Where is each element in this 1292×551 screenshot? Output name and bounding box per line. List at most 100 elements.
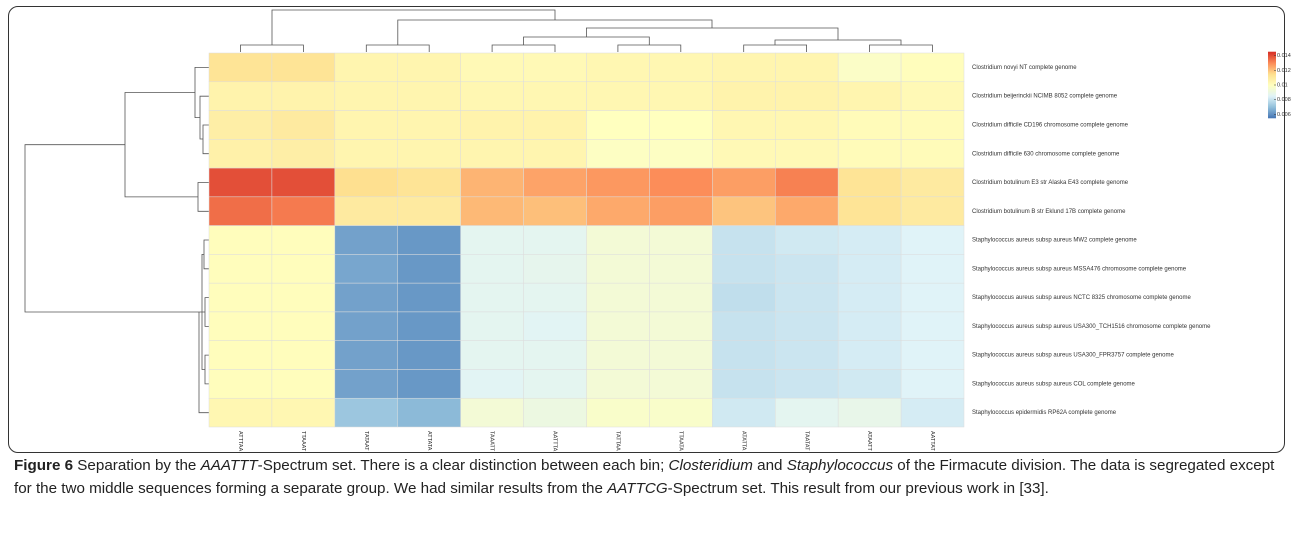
heatmap-cell — [208, 340, 273, 370]
heatmap-cell — [586, 397, 650, 428]
color-bar-step — [1268, 111, 1276, 113]
heatmap-cell — [775, 340, 839, 370]
heatmap-cell — [900, 282, 965, 313]
caption-text: -Spectrum set. This result from our prev… — [667, 480, 1049, 497]
heatmap-cell — [712, 254, 776, 284]
color-bar-step — [1268, 51, 1276, 54]
color-bar-step — [1268, 61, 1276, 64]
heatmap-cell — [712, 110, 776, 140]
heatmap-cell — [775, 397, 839, 428]
caption-label: Figure 6 — [14, 457, 74, 474]
heatmap-cell — [586, 254, 650, 284]
heatmap-cell — [271, 81, 336, 111]
heatmap-cell — [271, 254, 336, 284]
heatmap-cell — [334, 52, 399, 83]
heatmap-cell — [271, 282, 336, 313]
heatmap-cell — [208, 369, 273, 399]
color-bar-step — [1268, 68, 1276, 70]
heatmap-cell — [523, 52, 587, 83]
heatmap-cell — [460, 196, 524, 226]
heatmap-cell — [649, 196, 713, 226]
caption-text: and — [752, 457, 787, 474]
heatmap-cell — [900, 110, 965, 140]
caption-italic: AATTCG — [607, 480, 668, 497]
color-bar-step — [1268, 78, 1276, 80]
heatmap-cell — [649, 167, 713, 198]
caption-text: -Spectrum set. There is a clear distinct… — [257, 457, 669, 474]
heatmap-cell — [271, 340, 336, 370]
color-bar-step — [1268, 100, 1276, 102]
heatmap-cell — [334, 311, 399, 341]
heatmap-cell — [208, 397, 273, 428]
heatmap-cell — [649, 340, 713, 370]
heatmap-cell — [334, 282, 399, 313]
heatmap-cell — [334, 196, 399, 226]
heatmap-cell — [900, 254, 965, 284]
heatmap-cell — [586, 282, 650, 313]
heatmap-cell — [900, 225, 965, 255]
heatmap-cell — [775, 225, 839, 255]
heatmap-cell — [900, 52, 965, 83]
color-bar-step — [1268, 64, 1276, 67]
heatmap-cell — [586, 311, 650, 341]
heatmap-cell — [900, 340, 965, 370]
heatmap-cell — [837, 225, 902, 255]
heatmap-cell — [523, 139, 587, 169]
row-label: Staphylococcus aureus subsp aureus COL c… — [972, 381, 1136, 387]
heatmap-cell — [334, 81, 399, 111]
color-bar-step — [1268, 93, 1276, 96]
color-bar-step — [1268, 85, 1276, 88]
heatmap-cell — [837, 110, 902, 140]
heatmap-cell — [586, 139, 650, 169]
heatmap-cell — [712, 311, 776, 341]
heatmap-cell — [586, 340, 650, 370]
heatmap-cell — [712, 167, 776, 198]
color-bar-step — [1268, 73, 1276, 76]
heatmap-cell — [775, 369, 839, 399]
column-label: ATATTA — [740, 431, 746, 451]
row-label: Clostridium novyi NT complete genome — [972, 65, 1077, 71]
color-bar-step — [1268, 66, 1276, 68]
color-bar-step — [1268, 112, 1276, 114]
heatmap-cell — [208, 225, 273, 255]
heatmap-cell — [271, 311, 336, 341]
color-bar-step — [1268, 70, 1276, 73]
row-label: Clostridium difficile 630 chromosome com… — [972, 151, 1120, 157]
heatmap-cell — [837, 397, 902, 428]
heatmap-cell — [271, 225, 336, 255]
color-bar-step — [1268, 79, 1276, 81]
color-bar-step — [1268, 99, 1276, 101]
heatmap-cell — [334, 225, 399, 255]
heatmap-cell — [900, 311, 965, 341]
color-bar-step — [1268, 106, 1276, 109]
column-label: TATTAA — [615, 431, 621, 451]
heatmap-cell — [649, 254, 713, 284]
color-bar-step — [1268, 102, 1276, 104]
heatmap-cell — [208, 311, 273, 341]
color-bar-step — [1268, 113, 1276, 115]
color-bar-step — [1268, 103, 1276, 106]
heatmap-cell — [775, 311, 839, 341]
color-bar-step — [1268, 77, 1276, 79]
heatmap-cell — [837, 311, 902, 341]
heatmap-cell — [649, 81, 713, 111]
color-bar-step — [1268, 55, 1276, 57]
column-label: ATTATA — [426, 431, 432, 451]
heatmap-cell — [397, 81, 461, 111]
heatmap-cell — [271, 110, 336, 140]
heatmap-cell — [397, 282, 461, 313]
heatmap-cell — [397, 397, 461, 428]
heatmap-cell — [649, 369, 713, 399]
color-bar-label: 0.014 — [1277, 53, 1291, 59]
color-bar-step — [1268, 86, 1276, 89]
heatmap-cell — [523, 282, 587, 313]
heatmap-cell — [837, 139, 902, 169]
heatmap-cell — [900, 369, 965, 399]
heatmap-cell — [712, 340, 776, 370]
color-bar-step — [1268, 114, 1276, 117]
heatmap-cell — [775, 52, 839, 83]
heatmap-cell — [523, 311, 587, 341]
heatmap-cell — [649, 139, 713, 169]
heatmap-cell — [208, 52, 273, 83]
